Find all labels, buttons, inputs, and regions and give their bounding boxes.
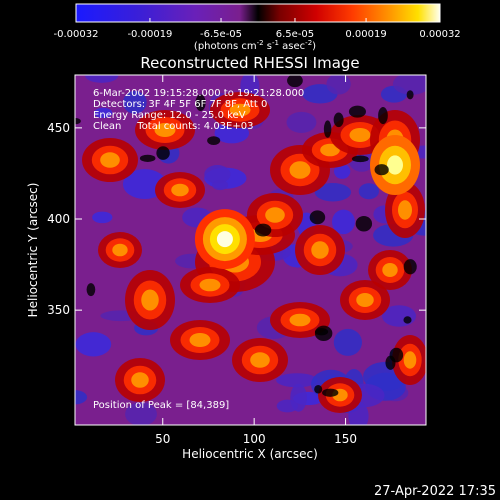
- heatmap-cell: [351, 155, 369, 163]
- heatmap-cell: [403, 316, 412, 324]
- heatmap-cell: [75, 118, 81, 125]
- heatmap-cell: [289, 161, 311, 179]
- x-tick-label: 150: [334, 432, 357, 446]
- heatmap-cell: [378, 107, 388, 125]
- heatmap-cell: [320, 143, 340, 157]
- heatmap-cell: [387, 155, 403, 175]
- heatmap-cell: [374, 164, 389, 176]
- heatmap-cell: [212, 179, 229, 191]
- heatmap-cell: [358, 183, 379, 200]
- heatmap-cell: [309, 210, 326, 225]
- heatmap-cell: [323, 120, 332, 138]
- axis-ticks: 50 100 150 350 400 450: [47, 75, 426, 446]
- heatmap-cell: [123, 90, 147, 114]
- heatmap-cell: [189, 333, 211, 347]
- heatmap-cell: [214, 122, 250, 144]
- heatmap-cell: [286, 111, 317, 133]
- y-tick-label: 450: [47, 121, 70, 135]
- x-tick-label: 50: [155, 432, 170, 446]
- y-axis-label: Heliocentric Y (arcsec): [26, 183, 40, 318]
- heatmap-cell: [349, 128, 371, 142]
- heatmap-cell: [326, 75, 351, 95]
- heatmap-cell: [333, 328, 363, 356]
- annotation-peak-position: Position of Peak = [84,389]: [93, 400, 229, 411]
- heatmap-cell: [229, 103, 251, 117]
- heatmap-cell: [86, 283, 96, 297]
- heatmap-cell: [392, 75, 426, 95]
- colorbar: [75, 3, 441, 23]
- colorbar-tick-label: -0.00032: [54, 29, 99, 40]
- heatmap-cell: [289, 313, 311, 327]
- heatmap-cell: [75, 390, 88, 405]
- heatmap-cell: [75, 332, 112, 357]
- heatmap-cell: [322, 388, 339, 397]
- heatmap-cell: [112, 243, 128, 257]
- colorbar-ticks: -0.00032 -0.00019 -6.5e-05 6.5e-05 0.00019 0.…: [54, 18, 461, 40]
- colorbar-tick-label: 0.00019: [345, 29, 386, 40]
- heatmap-cell: [93, 107, 113, 118]
- colorbar-tick-label: 6.5e-05: [276, 29, 314, 40]
- heatmap-cell: [355, 215, 373, 232]
- heatmap-cell: [334, 163, 351, 179]
- heatmap-cell: [139, 154, 156, 162]
- heatmap-cell: [403, 351, 417, 369]
- heatmap-image: [75, 75, 426, 425]
- heatmap-cell: [265, 207, 285, 223]
- colorbar-tick-label: -0.00019: [127, 29, 172, 40]
- colorbar-tick-label: 0.00032: [419, 29, 460, 40]
- heatmap-cell: [398, 200, 412, 220]
- heatmap-cell: [171, 183, 189, 197]
- heatmap-cell: [100, 152, 120, 168]
- heatmap-cell: [207, 136, 221, 146]
- heatmap-peak: [216, 231, 233, 248]
- heatmap-cell: [85, 75, 119, 83]
- x-tick-label: 100: [243, 432, 266, 446]
- heatmap-cell: [276, 373, 318, 388]
- heatmap-cell: [348, 105, 366, 118]
- heatmap-cell: [254, 223, 272, 237]
- heatmap-cell: [314, 384, 323, 394]
- annotation-detectors: Detectors: 3F 4F 5F 6F 7F 8F, Att 0: [93, 99, 267, 110]
- heatmap-cell: [154, 123, 176, 137]
- annotation-energy-range: Energy Range: 12.0 - 25.0 keV: [93, 110, 246, 121]
- colorbar-unit-label: (photons cm-2 s-1 asec-2): [194, 39, 316, 52]
- heatmap-cell: [141, 289, 159, 311]
- annotation-clean-counts: Clean Total counts: 4.03E+03: [93, 121, 253, 132]
- heatmap-cell: [314, 328, 329, 336]
- heatmap-cell: [199, 278, 221, 292]
- y-tick-label: 400: [47, 212, 70, 226]
- annotation-time-range: 6-Mar-2002 19:15:28.000 to 19:21:28.000: [93, 88, 304, 99]
- plot-frame: [74, 74, 427, 426]
- heatmap-cell: [276, 399, 299, 413]
- heatmap-cell: [287, 75, 303, 88]
- x-axis-label: Heliocentric X (arcsec): [182, 447, 318, 461]
- heatmap-cell: [382, 263, 398, 277]
- heatmap-cell: [156, 146, 170, 160]
- heatmap-cell: [250, 352, 270, 368]
- heatmap-cell: [314, 183, 352, 202]
- heatmap-cell: [125, 402, 157, 425]
- heatmap-cell: [92, 211, 113, 224]
- heatmap-cell: [406, 90, 414, 100]
- heatmap-cell: [331, 209, 355, 235]
- heatmap-cell: [385, 355, 396, 370]
- heatmap-cell: [131, 372, 149, 388]
- heatmap-cell: [195, 94, 206, 112]
- heatmap-cell: [333, 112, 344, 128]
- heatmap-cell: [356, 293, 374, 307]
- footer-date: 27-Apr-2022 17:35: [374, 484, 496, 499]
- chart-title: Reconstructed RHESSI Image: [140, 54, 359, 72]
- heatmap-cell: [204, 165, 231, 184]
- heatmap-cell: [311, 241, 329, 259]
- y-tick-label: 350: [47, 303, 70, 317]
- colorbar-tick-label: -6.5e-05: [200, 29, 242, 40]
- heatmap-cell: [403, 259, 417, 275]
